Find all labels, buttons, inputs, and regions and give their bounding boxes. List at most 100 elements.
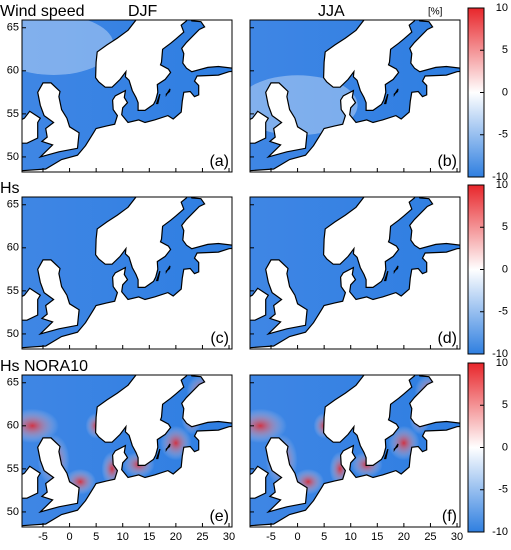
land [383, 93, 389, 105]
panel-frame [21, 374, 233, 528]
lon-tick-label: 5 [93, 531, 99, 543]
lon-tick-label: 15 [143, 531, 155, 543]
land [409, 197, 460, 250]
land [265, 82, 308, 159]
light-sea [22, 20, 114, 75]
land [250, 70, 460, 172]
land [22, 110, 42, 144]
land [22, 287, 42, 321]
lon-tick-label: 10 [117, 531, 129, 543]
map-layer [250, 197, 460, 349]
colorbar-tick-label: 10 [496, 179, 508, 191]
panel-label: (a) [209, 153, 229, 170]
land [155, 448, 161, 460]
lon-tick-label: 25 [424, 531, 436, 543]
lat-tick-label: 60 [7, 420, 19, 432]
lon-tick-label: -5 [266, 531, 276, 543]
land [250, 425, 460, 527]
colorbar-tick-label: 5 [502, 221, 508, 233]
panel-frame [249, 374, 461, 528]
colorbar-tick-label: 5 [502, 44, 508, 56]
lat-tick-label: 60 [7, 242, 19, 254]
land [383, 448, 389, 460]
row-title: Hs NORA10 [0, 358, 88, 375]
land [250, 465, 270, 499]
lon-tick-label: 20 [170, 531, 182, 543]
lat-tick-label: 50 [7, 328, 19, 340]
land [181, 20, 232, 73]
land [22, 247, 232, 349]
land [22, 70, 232, 172]
land [265, 437, 308, 514]
lon-tick-label: 0 [295, 531, 301, 543]
colorbar-tick-label: -5 [498, 484, 508, 496]
colorbar-tick-label: 10 [496, 2, 508, 14]
panel-label: (f) [442, 508, 457, 525]
map-panel: (a) 50 55 60 65 [7, 19, 233, 173]
colorbar-tick-label: 5 [502, 399, 508, 411]
land [37, 82, 80, 159]
colorbar-tick-label: 0 [502, 86, 508, 98]
land [322, 197, 416, 288]
colorbar-tick-label: -10 [492, 171, 508, 183]
season-label: JJA [318, 3, 345, 20]
lat-tick-label: 55 [7, 463, 19, 475]
unit-label: [%] [428, 7, 443, 18]
land [165, 265, 171, 275]
lon-tick-label: 0 [67, 531, 73, 543]
land [94, 375, 188, 466]
land [155, 93, 161, 105]
colorbar-tick-label: 0 [502, 263, 508, 275]
land [393, 265, 399, 275]
map-panel: (b) [249, 19, 461, 173]
season-label: DJF [128, 3, 158, 20]
lat-tick-label: 55 [7, 108, 19, 120]
land [155, 270, 161, 282]
land [37, 259, 80, 336]
land [383, 270, 389, 282]
map-panel: (c) 50 55 60 65 [7, 196, 233, 350]
colorbar-tick-label: -10 [492, 526, 508, 538]
land [265, 259, 308, 336]
lon-tick-label: 5 [321, 531, 327, 543]
map-layer [22, 20, 232, 172]
colorbar-tick-label: -5 [498, 306, 508, 318]
map-panel: (f) -5 0 5 10 15 20 25 30 [249, 374, 463, 543]
land [393, 88, 399, 98]
colorbar-tick-label: 0 [502, 441, 508, 453]
land [393, 443, 399, 453]
panel-label: (d) [437, 330, 457, 347]
map-layer [250, 20, 460, 172]
lat-tick-label: 55 [7, 285, 19, 297]
land [181, 197, 232, 250]
lat-tick-label: 60 [7, 65, 19, 77]
colorbar-tick-label: 10 [496, 357, 508, 369]
land [94, 197, 188, 288]
lon-tick-label: 15 [371, 531, 383, 543]
panel-label: (e) [209, 508, 229, 525]
row-title: Hs [0, 180, 20, 197]
colorbar-tick-label: -5 [498, 129, 508, 141]
land [250, 110, 270, 144]
panel-label: (c) [210, 330, 229, 347]
anomaly [250, 408, 287, 444]
land [165, 443, 171, 453]
lat-tick-label: 65 [7, 199, 19, 211]
land [37, 437, 80, 514]
panel-frame [249, 19, 461, 173]
lon-tick-label: -5 [38, 531, 48, 543]
map-layer [250, 375, 460, 527]
land [409, 20, 460, 73]
row-title: Wind speed [0, 3, 85, 20]
map-panel: (d) [249, 196, 461, 350]
map-layer [22, 197, 232, 349]
map-panel: (e) 50 55 60 65 -5 0 5 10 15 20 25 30 [7, 374, 235, 543]
lon-tick-label: 30 [451, 531, 463, 543]
anomaly [22, 408, 59, 444]
land [250, 247, 460, 349]
lat-tick-label: 50 [7, 151, 19, 163]
lon-tick-label: 20 [398, 531, 410, 543]
panel-frame [249, 196, 461, 350]
lon-tick-label: 25 [196, 531, 208, 543]
